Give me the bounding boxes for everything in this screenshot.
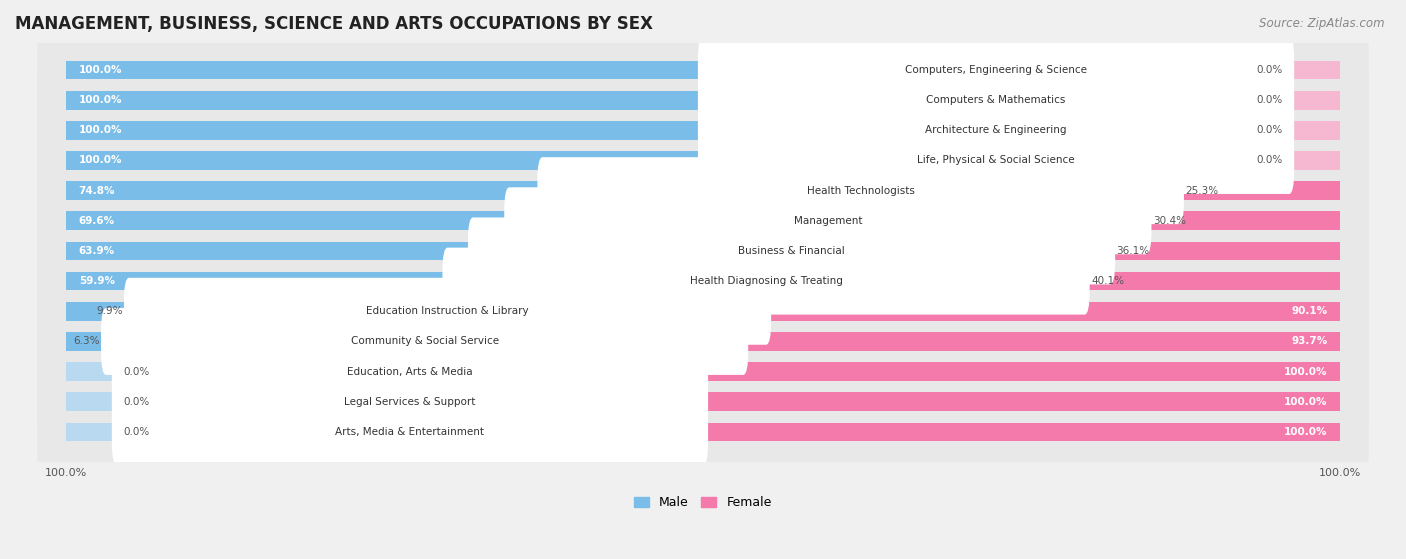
FancyBboxPatch shape: [38, 130, 1368, 251]
Text: Community & Social Service: Community & Social Service: [350, 337, 499, 347]
Text: 0.0%: 0.0%: [124, 367, 149, 377]
FancyBboxPatch shape: [38, 311, 1368, 432]
Bar: [1111, 241, 1340, 260]
FancyBboxPatch shape: [38, 40, 1368, 161]
Text: Computers, Engineering & Science: Computers, Engineering & Science: [905, 65, 1087, 75]
Text: 100.0%: 100.0%: [79, 65, 122, 75]
Bar: [703, 392, 1340, 411]
Text: 0.0%: 0.0%: [1257, 65, 1282, 75]
Text: 100.0%: 100.0%: [79, 155, 122, 165]
Text: Source: ZipAtlas.com: Source: ZipAtlas.com: [1260, 17, 1385, 30]
Text: 30.4%: 30.4%: [1153, 216, 1185, 226]
Bar: [1289, 151, 1340, 170]
Text: Legal Services & Support: Legal Services & Support: [344, 397, 475, 407]
FancyBboxPatch shape: [112, 338, 709, 405]
Bar: [66, 181, 543, 200]
Text: 0.0%: 0.0%: [1257, 95, 1282, 105]
Text: 6.3%: 6.3%: [73, 337, 100, 347]
FancyBboxPatch shape: [505, 187, 1152, 254]
Bar: [66, 272, 447, 291]
FancyBboxPatch shape: [38, 10, 1368, 131]
Text: MANAGEMENT, BUSINESS, SCIENCE AND ARTS OCCUPATIONS BY SEX: MANAGEMENT, BUSINESS, SCIENCE AND ARTS O…: [15, 15, 652, 33]
FancyBboxPatch shape: [38, 100, 1368, 221]
Text: 0.0%: 0.0%: [124, 397, 149, 407]
Bar: [1084, 272, 1340, 291]
Bar: [744, 332, 1340, 350]
Text: Computers & Mathematics: Computers & Mathematics: [927, 95, 1066, 105]
Text: 63.9%: 63.9%: [79, 246, 115, 256]
Bar: [66, 91, 703, 110]
FancyBboxPatch shape: [38, 281, 1368, 402]
Bar: [703, 362, 1340, 381]
FancyBboxPatch shape: [38, 221, 1368, 342]
Text: 69.6%: 69.6%: [79, 216, 115, 226]
FancyBboxPatch shape: [697, 36, 1294, 103]
Text: 100.0%: 100.0%: [79, 125, 122, 135]
Text: 100.0%: 100.0%: [1284, 427, 1327, 437]
Text: 9.9%: 9.9%: [96, 306, 122, 316]
Text: 0.0%: 0.0%: [1257, 155, 1282, 165]
FancyBboxPatch shape: [38, 160, 1368, 281]
Bar: [766, 302, 1340, 321]
Text: 74.8%: 74.8%: [79, 186, 115, 196]
FancyBboxPatch shape: [697, 97, 1294, 164]
Text: 100.0%: 100.0%: [79, 95, 122, 105]
Text: 100.0%: 100.0%: [1284, 397, 1327, 407]
FancyBboxPatch shape: [38, 191, 1368, 311]
Bar: [1289, 121, 1340, 140]
Text: 93.7%: 93.7%: [1291, 337, 1327, 347]
Text: 40.1%: 40.1%: [1091, 276, 1123, 286]
Bar: [66, 151, 703, 170]
Bar: [1289, 61, 1340, 79]
Text: Health Diagnosing & Treating: Health Diagnosing & Treating: [689, 276, 842, 286]
FancyBboxPatch shape: [38, 341, 1368, 462]
Bar: [66, 61, 703, 79]
FancyBboxPatch shape: [38, 371, 1368, 492]
FancyBboxPatch shape: [468, 217, 1115, 285]
FancyBboxPatch shape: [697, 67, 1294, 134]
Bar: [66, 362, 117, 381]
Text: 0.0%: 0.0%: [1257, 125, 1282, 135]
Bar: [1146, 211, 1340, 230]
Text: Education Instruction & Library: Education Instruction & Library: [366, 306, 529, 316]
FancyBboxPatch shape: [112, 399, 709, 465]
Text: Business & Financial: Business & Financial: [738, 246, 845, 256]
Bar: [66, 423, 117, 441]
Bar: [66, 392, 117, 411]
Text: 100.0%: 100.0%: [1284, 367, 1327, 377]
FancyBboxPatch shape: [38, 250, 1368, 372]
FancyBboxPatch shape: [101, 308, 748, 375]
FancyBboxPatch shape: [124, 278, 770, 345]
Bar: [1289, 91, 1340, 110]
Text: Arts, Media & Entertainment: Arts, Media & Entertainment: [336, 427, 485, 437]
FancyBboxPatch shape: [112, 368, 709, 435]
Text: Management: Management: [793, 216, 862, 226]
Text: Life, Physical & Social Science: Life, Physical & Social Science: [917, 155, 1074, 165]
Text: Health Technologists: Health Technologists: [807, 186, 915, 196]
Text: 90.1%: 90.1%: [1291, 306, 1327, 316]
FancyBboxPatch shape: [443, 248, 1090, 315]
Text: Education, Arts & Media: Education, Arts & Media: [347, 367, 472, 377]
Text: 0.0%: 0.0%: [124, 427, 149, 437]
Bar: [1178, 181, 1340, 200]
Bar: [66, 302, 129, 321]
FancyBboxPatch shape: [38, 70, 1368, 191]
Text: 36.1%: 36.1%: [1116, 246, 1150, 256]
Legend: Male, Female: Male, Female: [630, 491, 776, 514]
Text: 25.3%: 25.3%: [1185, 186, 1219, 196]
Bar: [703, 423, 1340, 441]
Text: 59.9%: 59.9%: [79, 276, 115, 286]
FancyBboxPatch shape: [697, 127, 1294, 194]
Bar: [66, 211, 509, 230]
Text: Architecture & Engineering: Architecture & Engineering: [925, 125, 1067, 135]
Bar: [66, 241, 472, 260]
Bar: [66, 121, 703, 140]
Bar: [66, 332, 105, 350]
FancyBboxPatch shape: [537, 157, 1184, 224]
